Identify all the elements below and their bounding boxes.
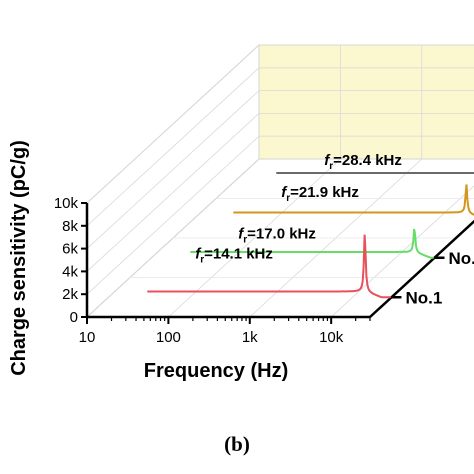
y-tick-label: 0 bbox=[70, 309, 78, 326]
x-tick-label: 10 bbox=[79, 329, 96, 346]
depth-axis-line bbox=[369, 219, 474, 318]
back-wall bbox=[258, 44, 474, 160]
x-tick-label: 10k bbox=[319, 329, 344, 346]
series-line-3 bbox=[233, 184, 474, 216]
x-tick-label: 100 bbox=[156, 329, 181, 346]
panel-label: (b) bbox=[224, 432, 250, 456]
series-line-4 bbox=[276, 172, 474, 174]
y-tick-label: 8k bbox=[62, 218, 78, 235]
side-wall bbox=[86, 43, 260, 319]
y-axis-label: Charge sensitivity (pC/g) bbox=[8, 140, 30, 376]
series-line-1 bbox=[147, 234, 391, 299]
series-line-2 bbox=[190, 228, 434, 259]
x-gridline bbox=[168, 45, 341, 318]
chart-series bbox=[147, 172, 474, 299]
series-label-2: No.2 bbox=[449, 249, 474, 268]
resonance-annotation-2: fr=17.0 kHz bbox=[238, 225, 316, 245]
chart-axes: 0 2k 4k 6k 8k 10k 10 100 1k 10k bbox=[54, 195, 474, 346]
x-gridline bbox=[249, 45, 423, 318]
x-gridline bbox=[330, 185, 474, 318]
resonance-annotation-1: fr=14.1 kHz bbox=[195, 245, 273, 265]
x-tick-label: 1k bbox=[242, 329, 258, 346]
x-gridline bbox=[86, 45, 260, 318]
resonance-annotation-4: fr=28.4 kHz bbox=[324, 152, 402, 172]
resonance-annotation-3: fr=21.9 kHz bbox=[281, 184, 359, 204]
y-tick-label: 4k bbox=[62, 263, 78, 280]
y-tick-label: 6k bbox=[62, 241, 78, 258]
y-tick-label: 10k bbox=[54, 195, 79, 212]
series-label-1: No.1 bbox=[406, 288, 443, 307]
y-tick-label: 2k bbox=[62, 286, 78, 303]
x-axis-label: Frequency (Hz) bbox=[144, 360, 288, 382]
chart-grid bbox=[86, 44, 474, 318]
